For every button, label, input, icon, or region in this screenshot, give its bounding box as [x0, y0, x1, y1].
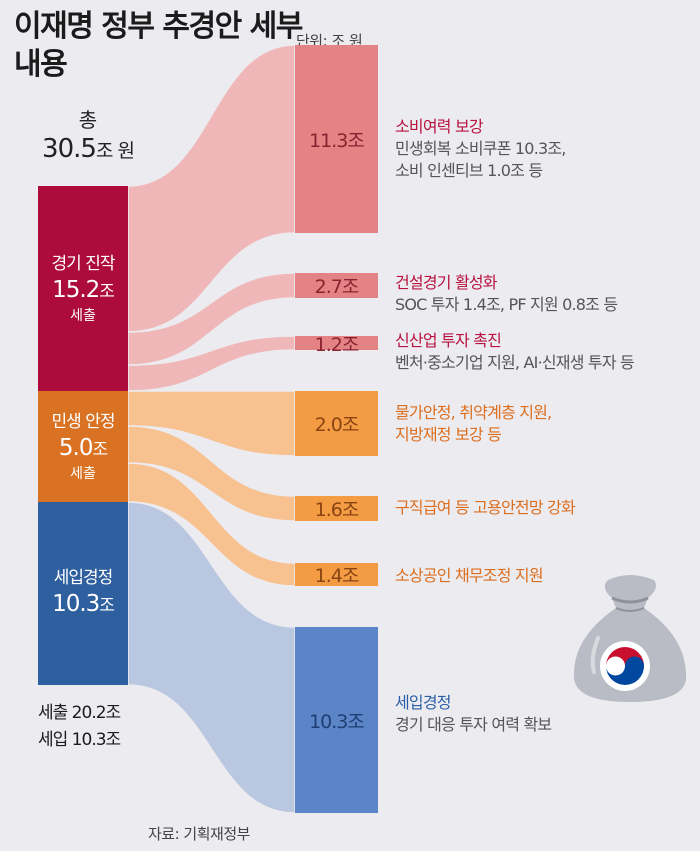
- summary-revenue: 세입 10.3조: [38, 730, 121, 750]
- label-desc: 민생회복 소비쿠폰 10.3조,: [395, 139, 566, 158]
- total-unit: 조 원: [95, 140, 135, 162]
- label-revenue: 세입경정 경기 대응 투자 여력 확보: [395, 692, 552, 736]
- flow-construction: [127, 272, 296, 366]
- total-value: 30.5: [42, 134, 97, 164]
- label-title: 건설경기 활성화: [395, 273, 498, 292]
- source-unit: 조: [99, 281, 115, 302]
- source-node-revenue: 세입경정 10.3조: [38, 502, 128, 685]
- total-label: 총: [78, 108, 98, 132]
- label-desc: 경기 대응 투자 여력 확보: [395, 715, 552, 734]
- source-name: 민생 안정: [51, 411, 116, 432]
- label-prices: 물가안정, 취약계층 지원, 지방재정 보강 등: [395, 402, 552, 446]
- label-small-business: 소상공인 채무조정 지원: [395, 565, 544, 587]
- page-title: 이재명 정부 추경안 세부 내용: [14, 9, 303, 82]
- source-credit: 자료: 기획재정부: [148, 825, 250, 843]
- label-employment: 구직급여 등 고용안전망 강화: [395, 497, 576, 519]
- target-bar-prices: 2.0조: [295, 391, 378, 456]
- label-consumption: 소비여력 보강 민생회복 소비쿠폰 10.3조, 소비 인센티브 1.0조 등: [395, 116, 566, 182]
- total-amount: 총 30.5조 원: [38, 108, 138, 168]
- label-title: 신산업 투자 촉진: [395, 331, 502, 350]
- label-desc: 소비 인센티브 1.0조 등: [395, 161, 543, 180]
- label-desc: 벤처·중소기업 지원, AI·신재생 투자 등: [395, 353, 635, 372]
- target-bar-consumption: 11.3조: [295, 45, 378, 233]
- label-title: 구직급여 등 고용안전망 강화: [395, 498, 576, 517]
- source-value: 10.3: [52, 590, 100, 617]
- target-bar-small-business: 1.4조: [295, 563, 378, 587]
- flow-prices: [127, 390, 296, 457]
- taegeuk-icon: [600, 641, 650, 691]
- source-node-stimulus: 경기 진작 15.2조 세출: [38, 186, 128, 391]
- source-value: 5.0: [58, 434, 94, 461]
- label-construction: 건설경기 활성화 SOC 투자 1.4조, PF 지원 0.8조 등: [395, 272, 618, 316]
- source-value: 15.2: [52, 276, 100, 303]
- label-industry: 신산업 투자 촉진 벤처·중소기업 지원, AI·신재생 투자 등: [395, 330, 635, 374]
- source-name: 세입경정: [53, 567, 114, 588]
- source-unit: 조: [92, 439, 108, 460]
- source-sub: 세출: [70, 307, 96, 324]
- spending-summary: 세출 20.2조 세입 10.3조: [38, 700, 121, 754]
- flow-revenue: [127, 501, 296, 814]
- label-title: 소비여력 보강: [395, 117, 484, 136]
- label-title: 세입경정: [395, 693, 451, 712]
- target-bar-employment: 1.6조: [295, 496, 378, 521]
- target-bar-construction: 2.7조: [295, 273, 378, 298]
- source-sub: 세출: [70, 465, 96, 482]
- flow-industry: [127, 335, 296, 392]
- source-name: 경기 진작: [51, 253, 116, 274]
- target-bar-industry: 1.2조: [295, 334, 378, 356]
- label-title-2: 지방재정 보강 등: [395, 425, 502, 444]
- source-unit: 조: [99, 595, 115, 616]
- money-bag-icon: [573, 575, 687, 702]
- summary-expenditure: 세출 20.2조: [38, 703, 121, 723]
- label-title: 소상공인 채무조정 지원: [395, 566, 544, 585]
- source-node-livelihood: 민생 안정 5.0조 세출: [38, 391, 128, 502]
- label-title: 물가안정, 취약계층 지원,: [395, 403, 552, 422]
- target-bar-revenue: 10.3조: [295, 627, 378, 813]
- label-desc: SOC 투자 1.4조, PF 지원 0.8조 등: [395, 295, 618, 314]
